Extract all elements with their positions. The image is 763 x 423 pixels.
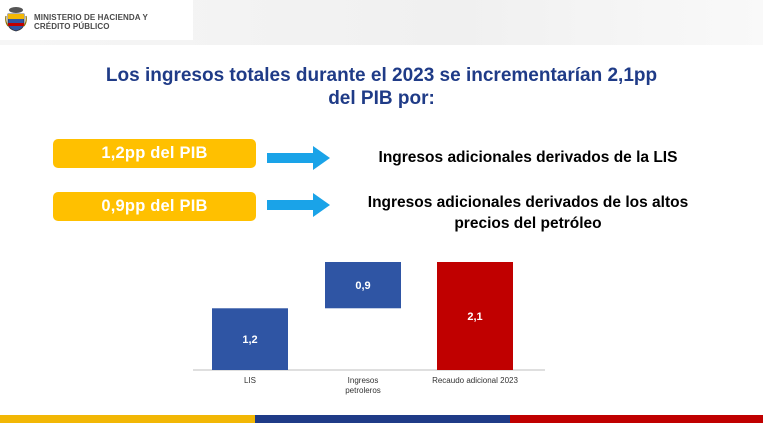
bar-recaudo-adicional-2023 xyxy=(437,262,513,370)
lis-description-line1: Ingresos adicionales derivados de la LIS xyxy=(378,149,678,166)
data-label-lis: 1,2 xyxy=(242,334,257,346)
oil-description-line2: precios del petróleo xyxy=(454,215,602,232)
arrow-right-icon xyxy=(267,146,330,170)
ministry-header: MINISTERIO DE HACIENDA Y CRÉDITO PÚBLICO xyxy=(0,0,193,40)
flag-footer-bar xyxy=(0,415,763,423)
slide-title: Los ingresos totales durante el 2023 se … xyxy=(20,64,743,110)
tick-label-lis: LIS xyxy=(244,376,256,385)
slide-title-line2: del PIB por: xyxy=(328,88,435,109)
flag-red-stripe xyxy=(510,415,763,423)
data-label-recaudo-adicional-2023: 2,1 xyxy=(467,311,482,323)
coat-of-arms-icon xyxy=(5,7,27,32)
flag-blue-stripe xyxy=(255,415,510,423)
oil-description: Ingresos adicionales derivados de los al… xyxy=(343,192,713,234)
tick-label-recaudo-adicional-2023: Recaudo adicional 2023 xyxy=(432,376,518,385)
data-label-ingresos-petroleros: 0,9 xyxy=(355,280,370,292)
ministry-name: MINISTERIO DE HACIENDA Y CRÉDITO PÚBLICO xyxy=(34,13,189,31)
oil-badge: 0,9pp del PIB xyxy=(53,192,256,221)
arrow-right-icon xyxy=(267,193,330,217)
lis-badge: 1,2pp del PIB xyxy=(53,139,256,168)
lis-description: Ingresos adicionales derivados de la LIS xyxy=(343,147,713,168)
bar-lis xyxy=(212,308,288,370)
tick-label-ingresos-petroleros: petroleros xyxy=(345,386,381,395)
flag-yellow-stripe xyxy=(0,415,255,423)
oil-description-line1: Ingresos adicionales derivados de los al… xyxy=(367,194,689,211)
bar-ingresos-petroleros xyxy=(325,262,401,309)
ministry-name-line2: CRÉDITO PÚBLICO xyxy=(34,22,110,31)
tick-label-ingresos-petroleros: Ingresos xyxy=(348,376,379,385)
ministry-name-line1: MINISTERIO DE HACIENDA Y xyxy=(34,13,148,22)
slide-title-line1: Los ingresos totales durante el 2023 se … xyxy=(105,65,658,86)
